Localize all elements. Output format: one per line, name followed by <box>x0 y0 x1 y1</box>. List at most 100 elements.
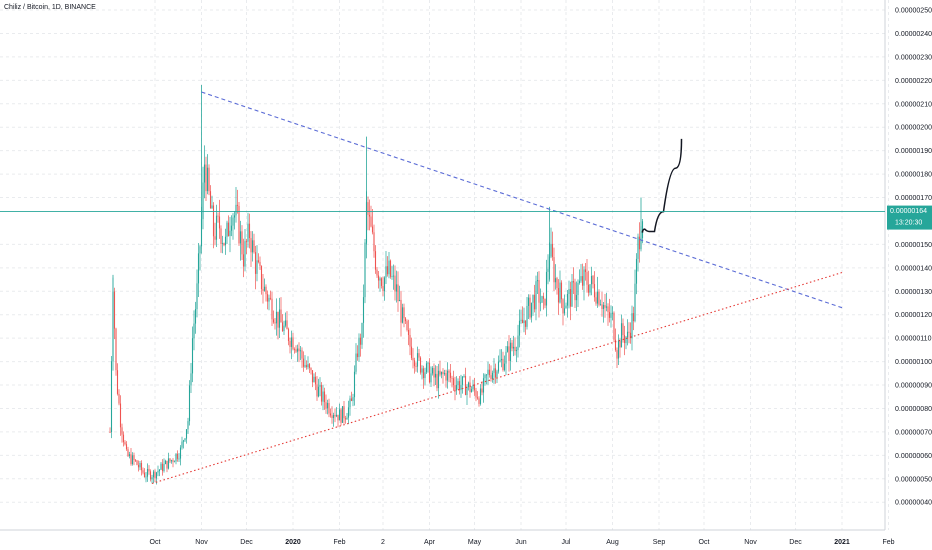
y-tick-label: 0.00000250 <box>895 8 932 15</box>
y-tick-label: 0.00000180 <box>895 172 932 179</box>
candle-body <box>394 275 396 292</box>
candle-body <box>614 339 617 351</box>
candle-body <box>442 371 444 375</box>
candle-body <box>557 288 560 303</box>
candle-body <box>211 205 213 209</box>
candle-body <box>364 242 366 298</box>
candle-body <box>506 346 509 352</box>
candle-body <box>392 275 395 277</box>
candle-body <box>275 311 278 324</box>
x-tick-label: Jun <box>515 539 526 546</box>
candle-body <box>478 398 480 404</box>
candle-body <box>370 216 372 227</box>
candle-body <box>329 413 332 416</box>
candle-body <box>613 312 615 340</box>
x-tick-label: Feb <box>882 539 894 546</box>
candle-body <box>131 455 134 465</box>
candle-body <box>497 361 500 372</box>
candle-body <box>628 331 630 333</box>
candle-body <box>328 403 330 414</box>
candle-body <box>269 297 272 299</box>
candle-body <box>407 329 410 335</box>
candle-body <box>626 331 629 338</box>
candle-body <box>362 297 365 323</box>
candle-body <box>290 337 293 347</box>
candle-body <box>157 471 159 473</box>
candle-body <box>443 373 446 375</box>
candle-body <box>349 398 351 408</box>
candle-body <box>527 297 530 306</box>
candle-body <box>257 260 260 262</box>
candle-body <box>458 381 461 391</box>
candle-body <box>395 284 398 292</box>
candle-body <box>173 461 176 463</box>
candle-body <box>412 358 414 361</box>
candle-body <box>260 266 263 290</box>
candle-body <box>110 361 113 433</box>
candle-body <box>554 278 557 283</box>
candle-body <box>565 305 567 309</box>
x-tick-label: Dec <box>789 539 802 546</box>
candle-body <box>286 320 288 330</box>
candle-body <box>332 415 335 418</box>
candle-body <box>136 460 138 465</box>
candle-body <box>335 414 338 417</box>
candle-body <box>311 370 314 383</box>
candle-body <box>271 298 273 320</box>
candle-body <box>493 368 495 373</box>
candle-body <box>599 304 602 306</box>
candle-body <box>595 297 597 304</box>
candle-body <box>503 363 506 371</box>
candle-body <box>421 368 423 373</box>
candle-body <box>326 403 329 409</box>
candle-body <box>380 278 383 286</box>
candle-body <box>241 231 243 255</box>
candle-body <box>379 278 381 281</box>
candle-body <box>187 421 189 430</box>
candle-body <box>163 464 165 472</box>
candle-body <box>539 302 542 304</box>
y-tick-label: 0.00000120 <box>895 312 932 319</box>
y-tick-label: 0.00000140 <box>895 265 932 272</box>
candle-body <box>218 216 221 229</box>
candle-body <box>428 362 431 383</box>
candle-body <box>596 291 599 304</box>
candle-body <box>250 238 252 253</box>
x-tick-label: 2020 <box>285 539 301 546</box>
candle-body <box>185 429 188 439</box>
candle-body <box>376 269 378 276</box>
candle-body <box>133 455 135 460</box>
candle-body <box>208 167 210 192</box>
candle-body <box>484 374 486 379</box>
candle-body <box>283 325 285 332</box>
candle-body <box>223 243 225 246</box>
candle-body <box>184 438 186 441</box>
candle-body <box>170 460 173 462</box>
candle-body <box>439 370 441 375</box>
current-price-label: 0.00000164 <box>890 208 927 215</box>
candle-body <box>346 417 348 420</box>
candle-body <box>134 459 137 461</box>
candle-body <box>127 449 129 456</box>
candle-body <box>514 346 516 352</box>
candle-body <box>398 299 401 302</box>
candle-body <box>566 293 569 306</box>
candle-body <box>215 215 218 240</box>
candle-body <box>562 299 564 314</box>
candle-body <box>160 463 162 470</box>
candle-body <box>248 223 251 239</box>
candle-body <box>182 440 185 442</box>
candle-body <box>553 257 555 283</box>
candle-body <box>308 364 311 368</box>
candle-body <box>340 409 342 423</box>
x-tick-label: Jul <box>562 539 571 546</box>
candle-body <box>323 391 326 403</box>
candle-body <box>463 376 465 377</box>
y-tick-label: 0.00000110 <box>895 336 932 343</box>
candle-body <box>520 319 522 321</box>
candle-body <box>611 312 614 314</box>
candle-body <box>121 427 123 435</box>
y-tick-label: 0.00000240 <box>895 31 932 38</box>
candle-body <box>491 372 494 380</box>
